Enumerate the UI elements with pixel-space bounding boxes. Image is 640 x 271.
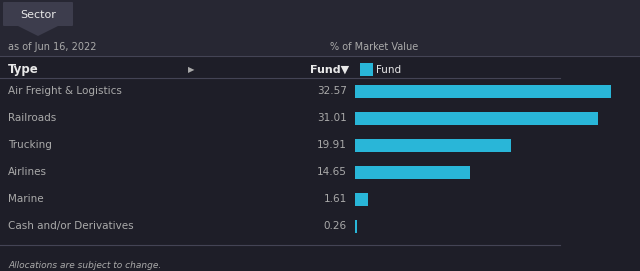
Text: Fund: Fund xyxy=(376,65,401,75)
Text: % of Market Value: % of Market Value xyxy=(330,42,419,52)
Text: ▶: ▶ xyxy=(188,66,195,75)
Text: Type: Type xyxy=(8,63,39,76)
Bar xyxy=(355,85,611,98)
Text: as of Jun 16, 2022: as of Jun 16, 2022 xyxy=(8,42,97,52)
Bar xyxy=(355,192,367,205)
Polygon shape xyxy=(16,25,60,36)
Text: Marine: Marine xyxy=(8,194,44,204)
Text: 32.57: 32.57 xyxy=(317,86,347,96)
Text: Sector: Sector xyxy=(20,10,56,20)
Bar xyxy=(355,138,511,151)
FancyBboxPatch shape xyxy=(3,2,73,26)
Text: Trucking: Trucking xyxy=(8,140,52,150)
Bar xyxy=(355,111,598,124)
Text: 14.65: 14.65 xyxy=(317,167,347,177)
Text: Airlines: Airlines xyxy=(8,167,47,177)
Bar xyxy=(0,0,640,56)
Text: Fund▼: Fund▼ xyxy=(310,65,349,75)
Bar xyxy=(355,166,470,179)
Text: 1.61: 1.61 xyxy=(324,194,347,204)
Text: Air Freight & Logistics: Air Freight & Logistics xyxy=(8,86,122,96)
Text: Allocations are subject to change.: Allocations are subject to change. xyxy=(8,260,161,269)
Text: Railroads: Railroads xyxy=(8,113,56,123)
Bar xyxy=(360,63,373,76)
Bar xyxy=(355,220,357,233)
Text: Cash and/or Derivatives: Cash and/or Derivatives xyxy=(8,221,134,231)
Text: 19.91: 19.91 xyxy=(317,140,347,150)
Text: 0.26: 0.26 xyxy=(324,221,347,231)
Text: 31.01: 31.01 xyxy=(317,113,347,123)
